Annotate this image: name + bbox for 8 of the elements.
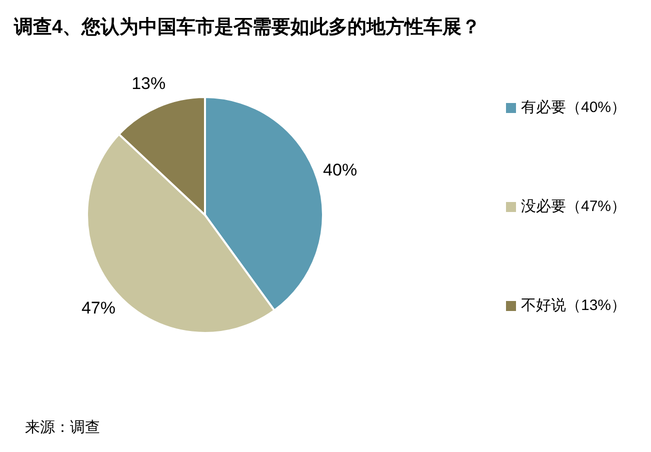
data-label: 40%	[323, 160, 358, 180]
source-note: 来源：调查	[25, 418, 100, 436]
legend-label: 没必要（47%）	[521, 198, 626, 215]
data-label: 47%	[81, 298, 116, 318]
legend-label: 有必要（40%）	[521, 98, 626, 116]
legend-label: 不好说（13%）	[521, 296, 626, 314]
data-label: 13%	[132, 74, 166, 94]
chart-title: 调查4、您认为中国车市是否需要如此多的地方性车展？	[13, 16, 481, 38]
